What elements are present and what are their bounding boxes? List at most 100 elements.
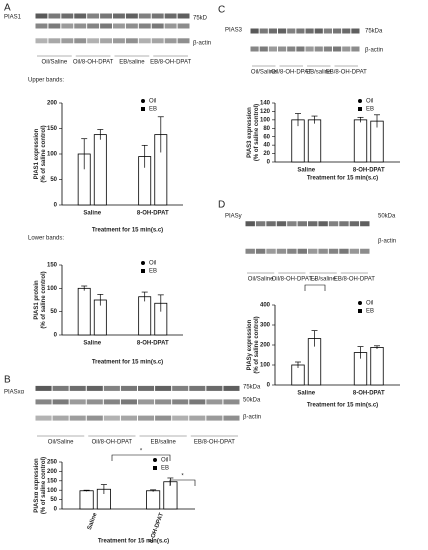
blot-band [155,415,172,421]
blot-band [103,415,120,421]
blot-band [138,415,155,421]
y-tick-label: 80 [263,126,270,132]
significance-bracket [111,454,171,461]
bar [77,287,91,336]
y-axis-label: PIAS3 expression(% of saline control) [247,104,260,161]
y-tick-label: 140 [260,101,271,107]
y-tick-label: 150 [47,478,58,484]
blot-band [206,385,223,391]
blot-band [52,385,69,391]
legend-marker [153,466,157,470]
blot-band [314,28,323,34]
blot-band [342,28,351,34]
y-tick-label: 50 [50,309,57,315]
x-tick-label: Saline [87,512,99,531]
x-tick-label: 8-OH-DPAT [137,341,169,347]
blot-band [266,221,276,227]
x-axis-label: Treatment for 15 min(s.c) [92,360,163,366]
blot-band [266,248,276,254]
blot-label: PIASy [225,214,242,220]
y-tick-label: 120 [260,109,271,115]
bar [138,296,152,336]
legend-marker [153,458,157,462]
lane-label: EB/8-OH-DPAT [326,70,367,76]
blot-band [151,13,164,19]
bar [79,490,94,510]
blot-band [100,38,112,44]
subtitle: Lower bands: [28,236,64,242]
x-axis-label: Treatment for 15 min(s.c) [92,228,163,234]
blot-band [297,248,307,254]
blot-band [35,415,52,421]
lane-label: EB/saline [150,440,176,446]
y-tick-label: 60 [263,134,270,140]
legend-label: EB [149,269,157,275]
bar [370,346,384,386]
blot-band [151,38,164,44]
blot-band [278,28,287,34]
blot-band [297,221,307,227]
blot-band [177,38,190,44]
lane-label: EB/saline [306,70,332,76]
bar [93,134,107,206]
lane-label: Oil/Saline [251,70,277,76]
panel-label: B [4,375,11,386]
blot-label: β-actin [378,239,396,245]
blot-band [245,221,255,227]
blot-band [305,46,314,52]
y-tick-label: 0 [267,160,271,166]
blot-band [155,385,172,391]
blot-band [333,28,342,34]
significance-label: * [314,279,317,285]
blot-band [287,46,296,52]
blot-band [223,385,240,391]
blot-band [120,399,137,405]
blot-band [189,415,206,421]
y-axis-label: PIAS1 expression(% of saline control) [34,125,47,182]
lane-label: Oil/8-OH-DPAT [92,440,133,446]
blot-band [287,28,296,34]
blot-band [138,385,155,391]
blot-band [100,13,112,19]
blot-band [35,38,48,44]
lane-label: Oil/Saline [248,277,274,283]
blot-band [278,46,287,52]
legend-label: Oil [149,99,156,105]
blot-band [164,23,177,29]
legend-marker [358,301,362,305]
blot-label: PIAS3 [225,28,243,34]
blot-band [308,248,318,254]
blot-band [87,13,100,19]
blot-band [164,38,177,44]
blot-band [318,248,328,254]
blot-band [268,46,277,52]
y-tick-label: 0 [54,203,58,209]
blot-band [328,248,339,254]
blot-label: PIAS1 [4,15,22,21]
blot-band [314,46,323,52]
significance-label: * [140,449,143,455]
legend-marker [141,261,145,265]
legend-marker [141,269,145,273]
blot-band [100,23,112,29]
legend-marker [141,107,145,111]
significance-label: * [181,474,184,480]
blot-band [35,399,52,405]
blot-label: 75kD [193,16,208,22]
blot-band [69,415,86,421]
x-axis-label: Treatment for 15 min(s.c) [307,403,378,409]
blot-band [206,399,223,405]
blot-band [86,415,103,421]
legend-marker [358,309,362,313]
significance-bracket [304,284,326,291]
blot-band [125,38,138,44]
x-tick-label: 8-OH-DPAT [137,211,169,217]
blot-band [333,46,342,52]
x-tick-label: 8-OH-DPAT [353,168,385,174]
significance-bracket [169,479,196,486]
blot-band [259,46,268,52]
legend-marker [141,99,145,103]
legend-label: EB [161,466,169,472]
legend-label: EB [366,107,374,113]
